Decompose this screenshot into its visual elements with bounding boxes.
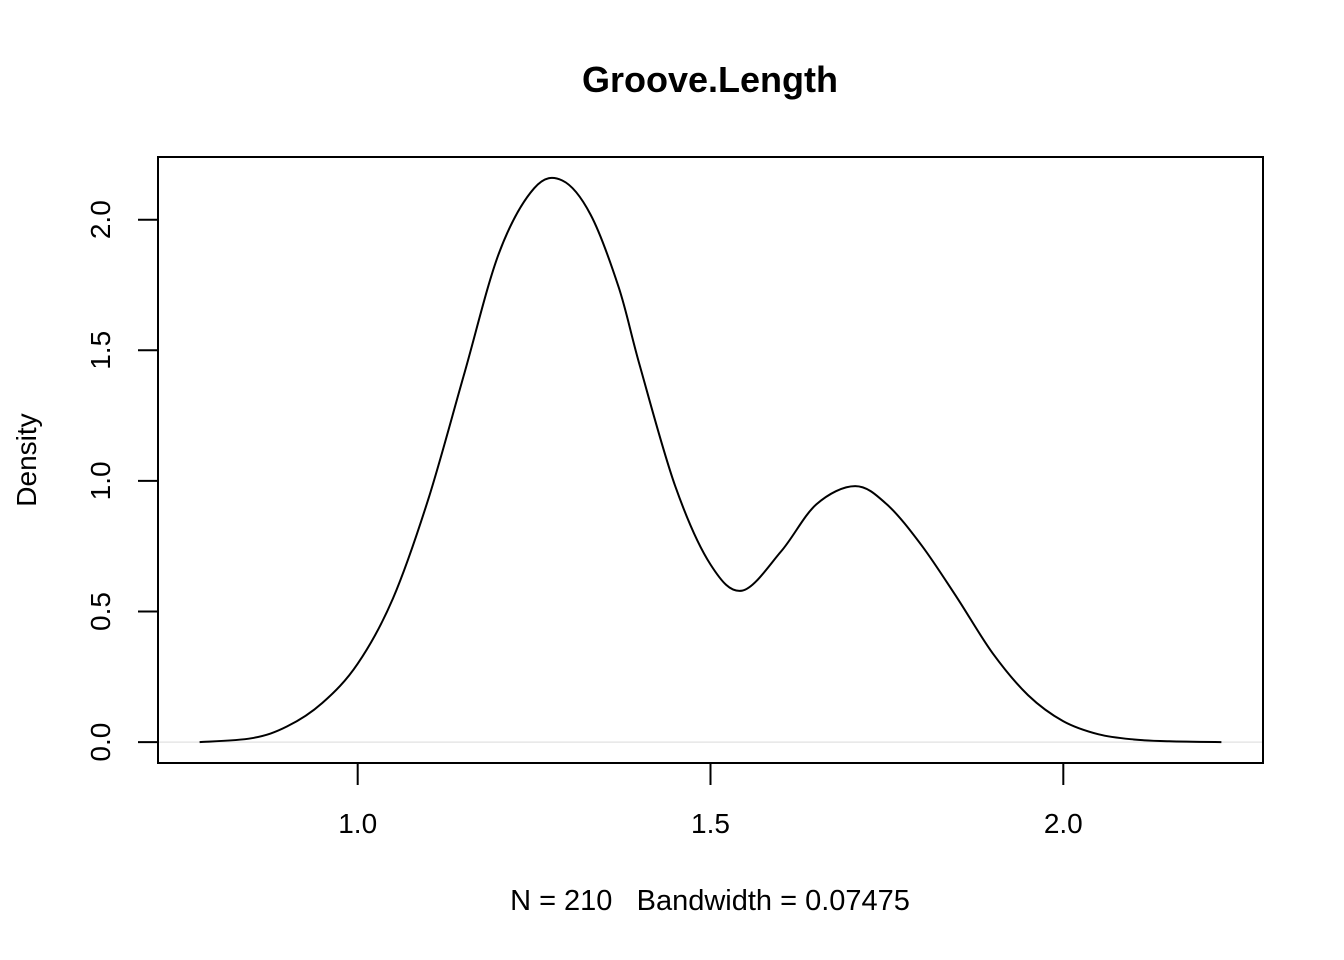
x-tick-label: 1.0 [338, 808, 377, 839]
x-axis: 1.0 1.5 2.0 [338, 762, 1083, 839]
x-tick-label: 2.0 [1044, 808, 1083, 839]
plot-frame [157, 156, 1264, 764]
y-tick-label: 2.0 [85, 200, 116, 239]
chart-title: Groove.Length [582, 59, 838, 100]
y-tick-label: 0.0 [85, 723, 116, 762]
y-axis: 0.0 0.5 1.0 1.5 2.0 [85, 200, 159, 762]
x-axis-label: N = 210 Bandwidth = 0.07475 [510, 885, 910, 917]
y-tick-label: 1.5 [85, 331, 116, 370]
x-tick-label: 1.5 [691, 808, 730, 839]
y-axis-label: Density [11, 413, 42, 506]
y-tick-label: 1.0 [85, 461, 116, 500]
density-curve [199, 176, 1222, 744]
y-tick-label: 0.5 [85, 592, 116, 631]
